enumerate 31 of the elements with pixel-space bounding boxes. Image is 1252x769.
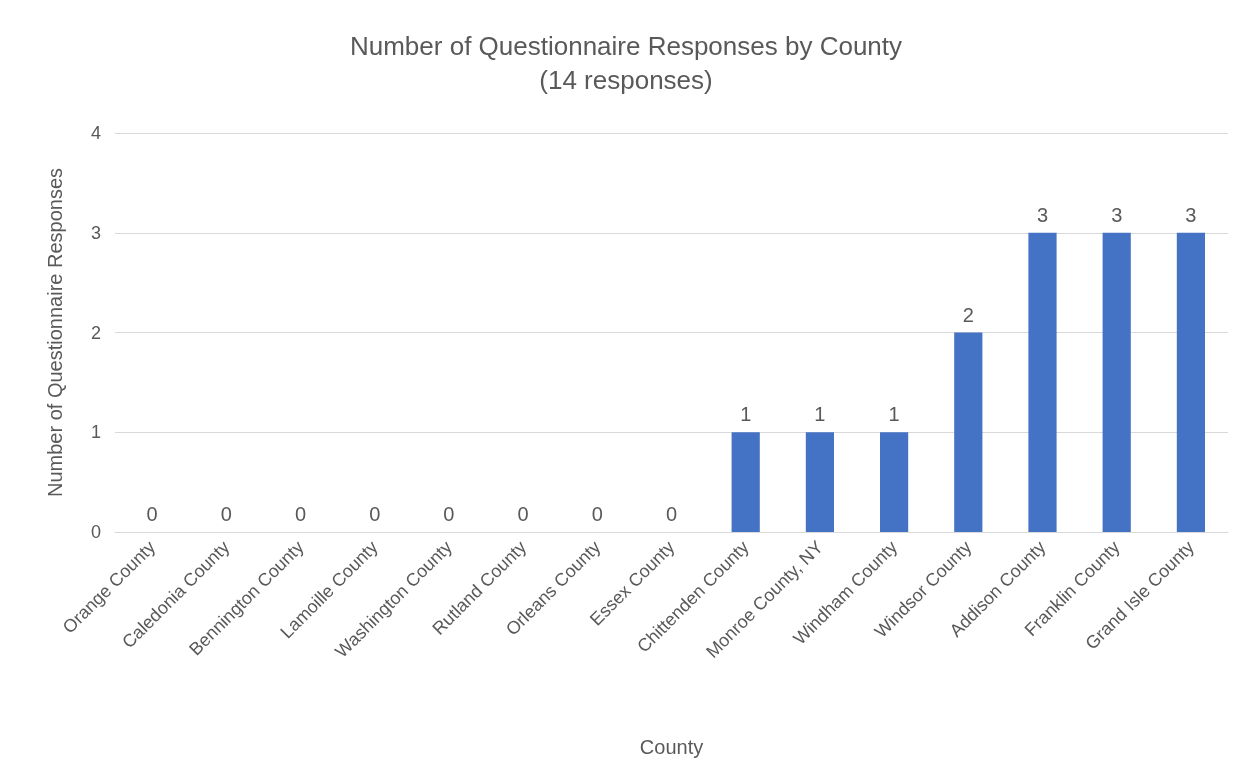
data-label: 2 xyxy=(962,303,974,326)
data-label: 1 xyxy=(740,403,752,426)
data-label: 3 xyxy=(1111,203,1123,226)
chart-title: Number of Questionnaire Responses by County xyxy=(349,31,903,61)
data-label: 0 xyxy=(665,503,678,525)
bar xyxy=(1176,232,1205,532)
bar xyxy=(731,432,760,532)
chart-subtitle: (14 responses) xyxy=(539,65,713,95)
data-label: 1 xyxy=(814,403,826,426)
y-tick-label: 4 xyxy=(90,123,101,143)
bar xyxy=(805,432,834,532)
bar xyxy=(880,432,909,532)
data-label: 3 xyxy=(1036,203,1049,226)
data-label: 0 xyxy=(220,503,232,525)
bar xyxy=(1102,232,1131,532)
y-tick-label: 2 xyxy=(90,322,101,343)
bar xyxy=(1028,232,1057,532)
data-label: 0 xyxy=(517,503,529,525)
y-axis-title: Number of Questionnaire Responses xyxy=(44,167,66,498)
data-label: 0 xyxy=(294,503,307,525)
data-label: 0 xyxy=(369,503,381,525)
y-tick-label: 1 xyxy=(90,422,101,443)
data-label: 0 xyxy=(146,503,158,525)
data-label: 0 xyxy=(591,503,603,525)
y-tick-label: 0 xyxy=(90,522,101,542)
data-label: 0 xyxy=(443,503,455,525)
y-tick-label: 3 xyxy=(90,222,101,243)
data-label: 1 xyxy=(888,403,900,426)
bar xyxy=(954,332,983,532)
data-label: 3 xyxy=(1185,203,1197,226)
x-axis-title: County xyxy=(639,736,704,758)
